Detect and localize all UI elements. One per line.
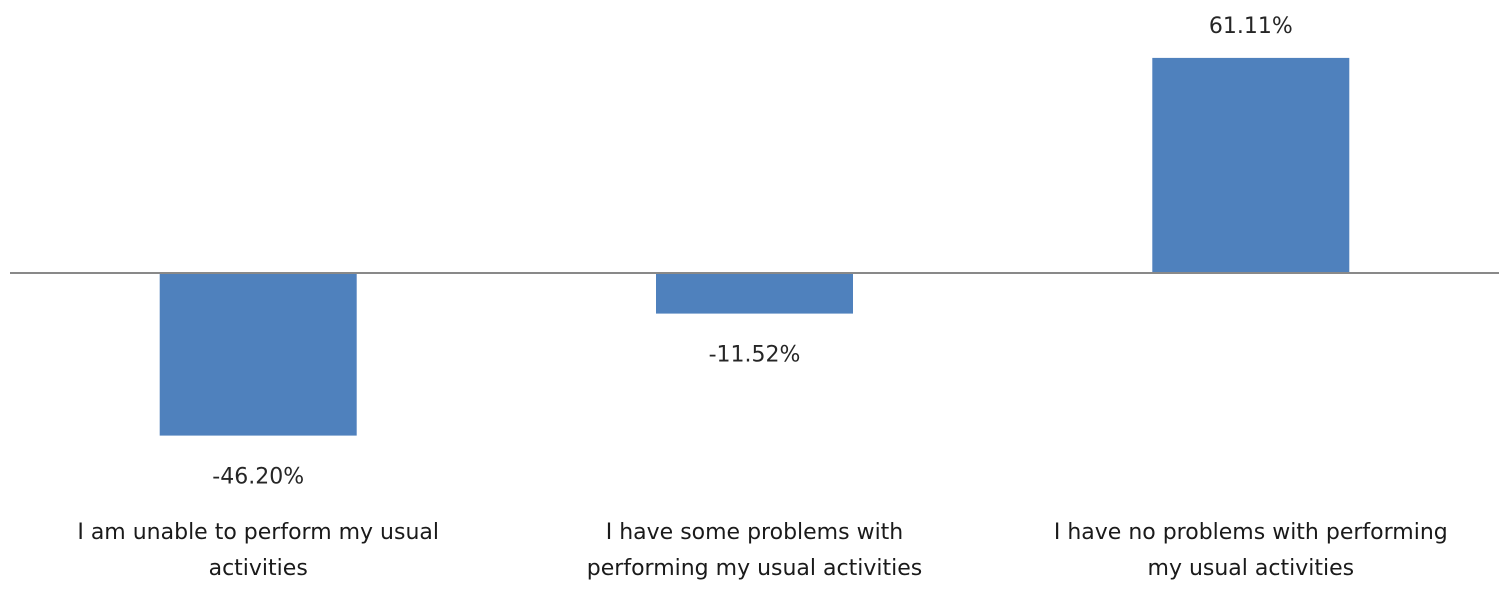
category-label-some-problems: I have some problems with performing my … [520,515,990,587]
category-label-line: I have no problems with performing [1053,520,1448,545]
category-label-line: activities [208,556,308,581]
bars-layer [159,57,1350,436]
category-label-no-problems: I have no problems with performing my us… [1016,515,1486,587]
bar [159,273,357,436]
category-label-line: my usual activities [1147,556,1355,581]
data-label: -11.52% [709,343,801,368]
bar [656,273,853,314]
category-label-unable: I am unable to perform my usual activiti… [23,515,493,587]
bar [1152,57,1350,274]
data-label: -46.20% [212,465,304,490]
data-label: 61.11% [1209,14,1293,39]
category-label-line: performing my usual activities [586,556,923,581]
category-label-line: I have some problems with [605,520,904,545]
category-label-line: I am unable to perform my usual [77,520,440,545]
data-labels-layer: -46.20% -11.52% 61.11% [212,14,1292,490]
